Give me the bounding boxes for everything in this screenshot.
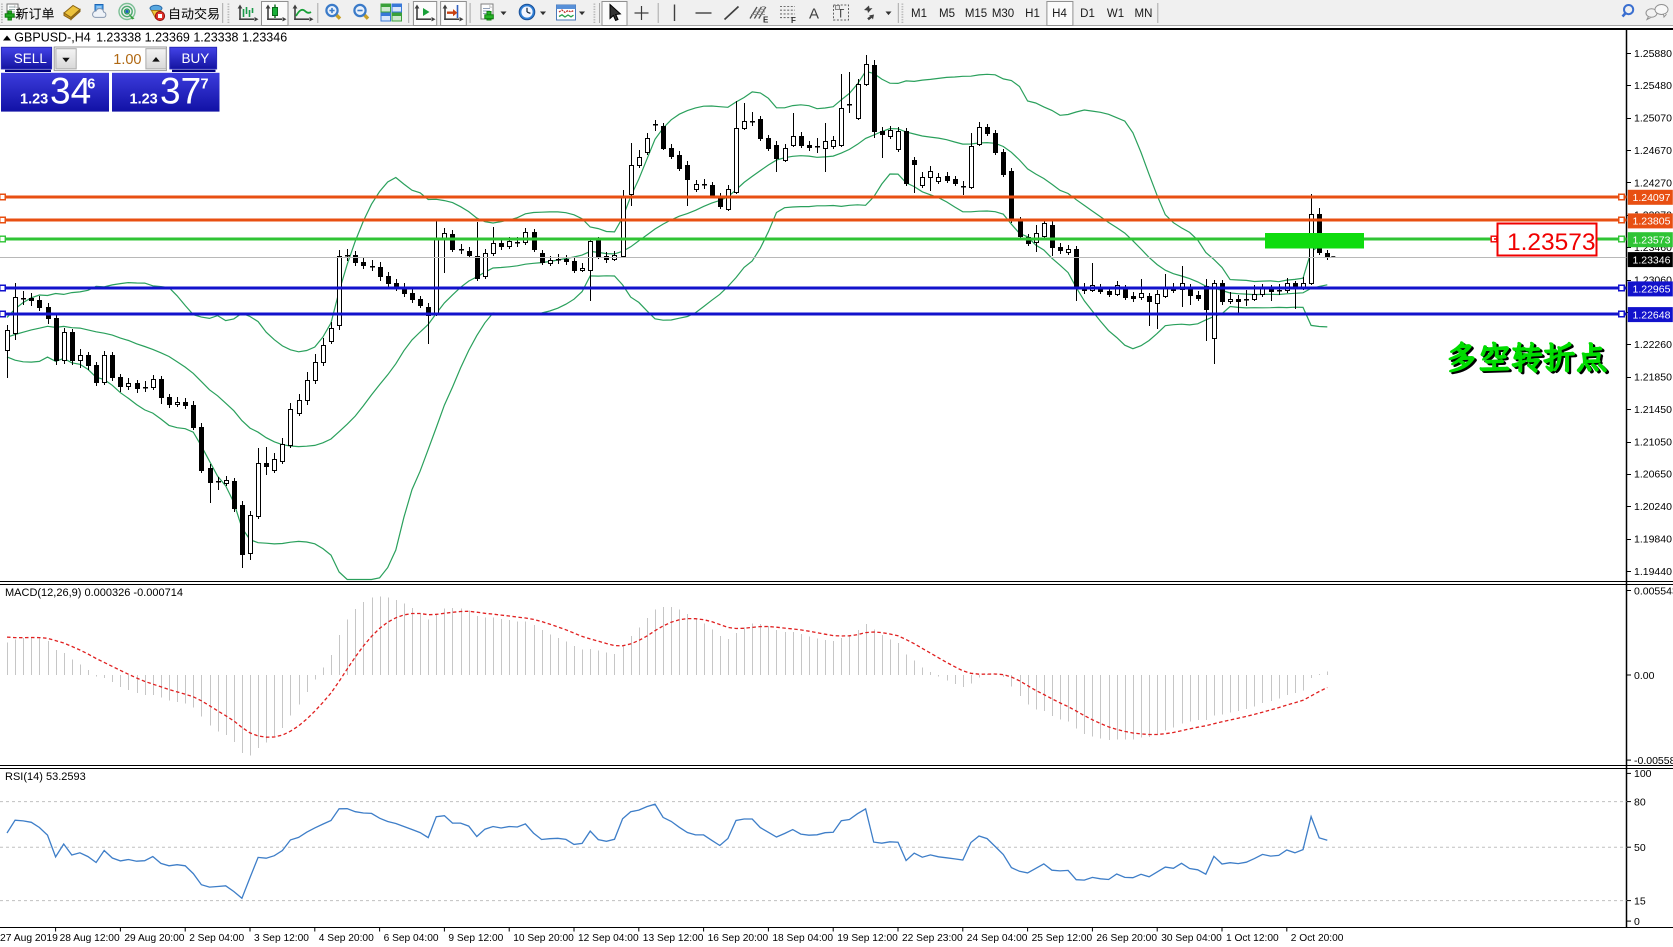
svg-text:1.22965: 1.22965: [1633, 284, 1671, 296]
svg-text:80: 80: [1634, 796, 1646, 808]
svg-text:-0.005583: -0.005583: [1634, 755, 1673, 767]
svg-text:25 Sep 12:00: 25 Sep 12:00: [1032, 933, 1093, 944]
svg-text:1.21450: 1.21450: [1634, 404, 1672, 416]
svg-text:RSI(14) 53.2593: RSI(14) 53.2593: [5, 771, 86, 783]
svg-text:16 Sep 20:00: 16 Sep 20:00: [708, 933, 769, 944]
svg-text:10 Sep 20:00: 10 Sep 20:00: [513, 933, 574, 944]
svg-text:50: 50: [1634, 842, 1646, 854]
svg-text:0: 0: [1634, 916, 1640, 928]
svg-text:F: F: [791, 16, 796, 25]
svg-text:1.24097: 1.24097: [1633, 192, 1671, 204]
svg-text:2 Oct 20:00: 2 Oct 20:00: [1291, 933, 1344, 944]
svg-text:M30: M30: [992, 8, 1014, 20]
svg-text:1.23346: 1.23346: [1633, 254, 1671, 266]
svg-text:1.23573: 1.23573: [1507, 229, 1596, 256]
svg-text:100: 100: [1634, 768, 1652, 780]
svg-text:9 Sep 12:00: 9 Sep 12:00: [448, 933, 503, 944]
svg-text:1.24670: 1.24670: [1634, 145, 1672, 157]
svg-text:6 Sep 04:00: 6 Sep 04:00: [384, 933, 439, 944]
svg-text:1.24270: 1.24270: [1634, 177, 1672, 189]
svg-text:19 Sep 12:00: 19 Sep 12:00: [837, 933, 898, 944]
svg-text:MN: MN: [1135, 8, 1153, 20]
svg-text:1.25070: 1.25070: [1634, 113, 1672, 125]
svg-text:H4: H4: [1052, 8, 1067, 20]
svg-text:BUY: BUY: [182, 51, 210, 66]
svg-text:3 Sep 12:00: 3 Sep 12:00: [254, 933, 309, 944]
svg-text:0.005543: 0.005543: [1634, 585, 1673, 597]
svg-text:1.23: 1.23: [20, 92, 48, 108]
svg-text:MACD(12,26,9) 0.000326 -0.0007: MACD(12,26,9) 0.000326 -0.000714: [5, 587, 183, 599]
svg-text:D1: D1: [1080, 8, 1095, 20]
svg-text:1.21050: 1.21050: [1634, 436, 1672, 448]
svg-text:12 Sep 04:00: 12 Sep 04:00: [578, 933, 639, 944]
svg-text:1.20240: 1.20240: [1634, 501, 1672, 513]
svg-text:SELL: SELL: [14, 51, 48, 66]
svg-text:37: 37: [160, 71, 201, 112]
svg-text:0.00: 0.00: [1634, 670, 1655, 682]
svg-text:15: 15: [1634, 895, 1646, 907]
svg-text:W1: W1: [1107, 8, 1124, 20]
svg-text:1.19840: 1.19840: [1634, 533, 1672, 545]
svg-text:M1: M1: [911, 8, 927, 20]
svg-text:1.23805: 1.23805: [1633, 216, 1671, 228]
svg-text:1.25880: 1.25880: [1634, 48, 1672, 60]
svg-text:30 Sep 04:00: 30 Sep 04:00: [1161, 933, 1222, 944]
svg-text:T: T: [837, 7, 845, 21]
svg-text:18 Sep 04:00: 18 Sep 04:00: [772, 933, 833, 944]
svg-text:6: 6: [87, 77, 95, 93]
svg-text:34: 34: [50, 71, 91, 112]
svg-text:24 Sep 04:00: 24 Sep 04:00: [967, 933, 1028, 944]
svg-text:1.23573: 1.23573: [1633, 235, 1671, 247]
svg-text:1.19440: 1.19440: [1634, 566, 1672, 578]
svg-text:GBPUSD-,H4: GBPUSD-,H4: [14, 31, 90, 45]
svg-text:1.23338 1.23369 1.23338 1.2334: 1.23338 1.23369 1.23338 1.23346: [96, 31, 287, 45]
svg-text:13 Sep 12:00: 13 Sep 12:00: [643, 933, 704, 944]
svg-text:A: A: [809, 6, 819, 23]
svg-text:1.22260: 1.22260: [1634, 339, 1672, 351]
svg-text:H1: H1: [1025, 8, 1040, 20]
svg-text:29 Aug 20:00: 29 Aug 20:00: [124, 933, 184, 944]
svg-text:1 Oct 12:00: 1 Oct 12:00: [1226, 933, 1279, 944]
svg-text:28 Aug 12:00: 28 Aug 12:00: [60, 933, 120, 944]
svg-text:1.21850: 1.21850: [1634, 372, 1672, 384]
svg-text:2 Sep 04:00: 2 Sep 04:00: [189, 933, 244, 944]
svg-text:26 Sep 20:00: 26 Sep 20:00: [1096, 933, 1157, 944]
svg-text:1.25480: 1.25480: [1634, 80, 1672, 92]
svg-text:1.00: 1.00: [113, 52, 141, 68]
svg-text:1.20650: 1.20650: [1634, 469, 1672, 481]
svg-text:22 Sep 23:00: 22 Sep 23:00: [902, 933, 963, 944]
svg-text:1.22648: 1.22648: [1633, 309, 1671, 321]
svg-text:M15: M15: [965, 8, 987, 20]
svg-text:1.23: 1.23: [130, 92, 158, 108]
svg-text:7: 7: [201, 77, 209, 93]
svg-text:27 Aug 2019: 27 Aug 2019: [0, 933, 58, 944]
svg-text:M5: M5: [939, 8, 955, 20]
svg-text:E: E: [763, 16, 769, 25]
svg-text:4 Sep 20:00: 4 Sep 20:00: [319, 933, 374, 944]
